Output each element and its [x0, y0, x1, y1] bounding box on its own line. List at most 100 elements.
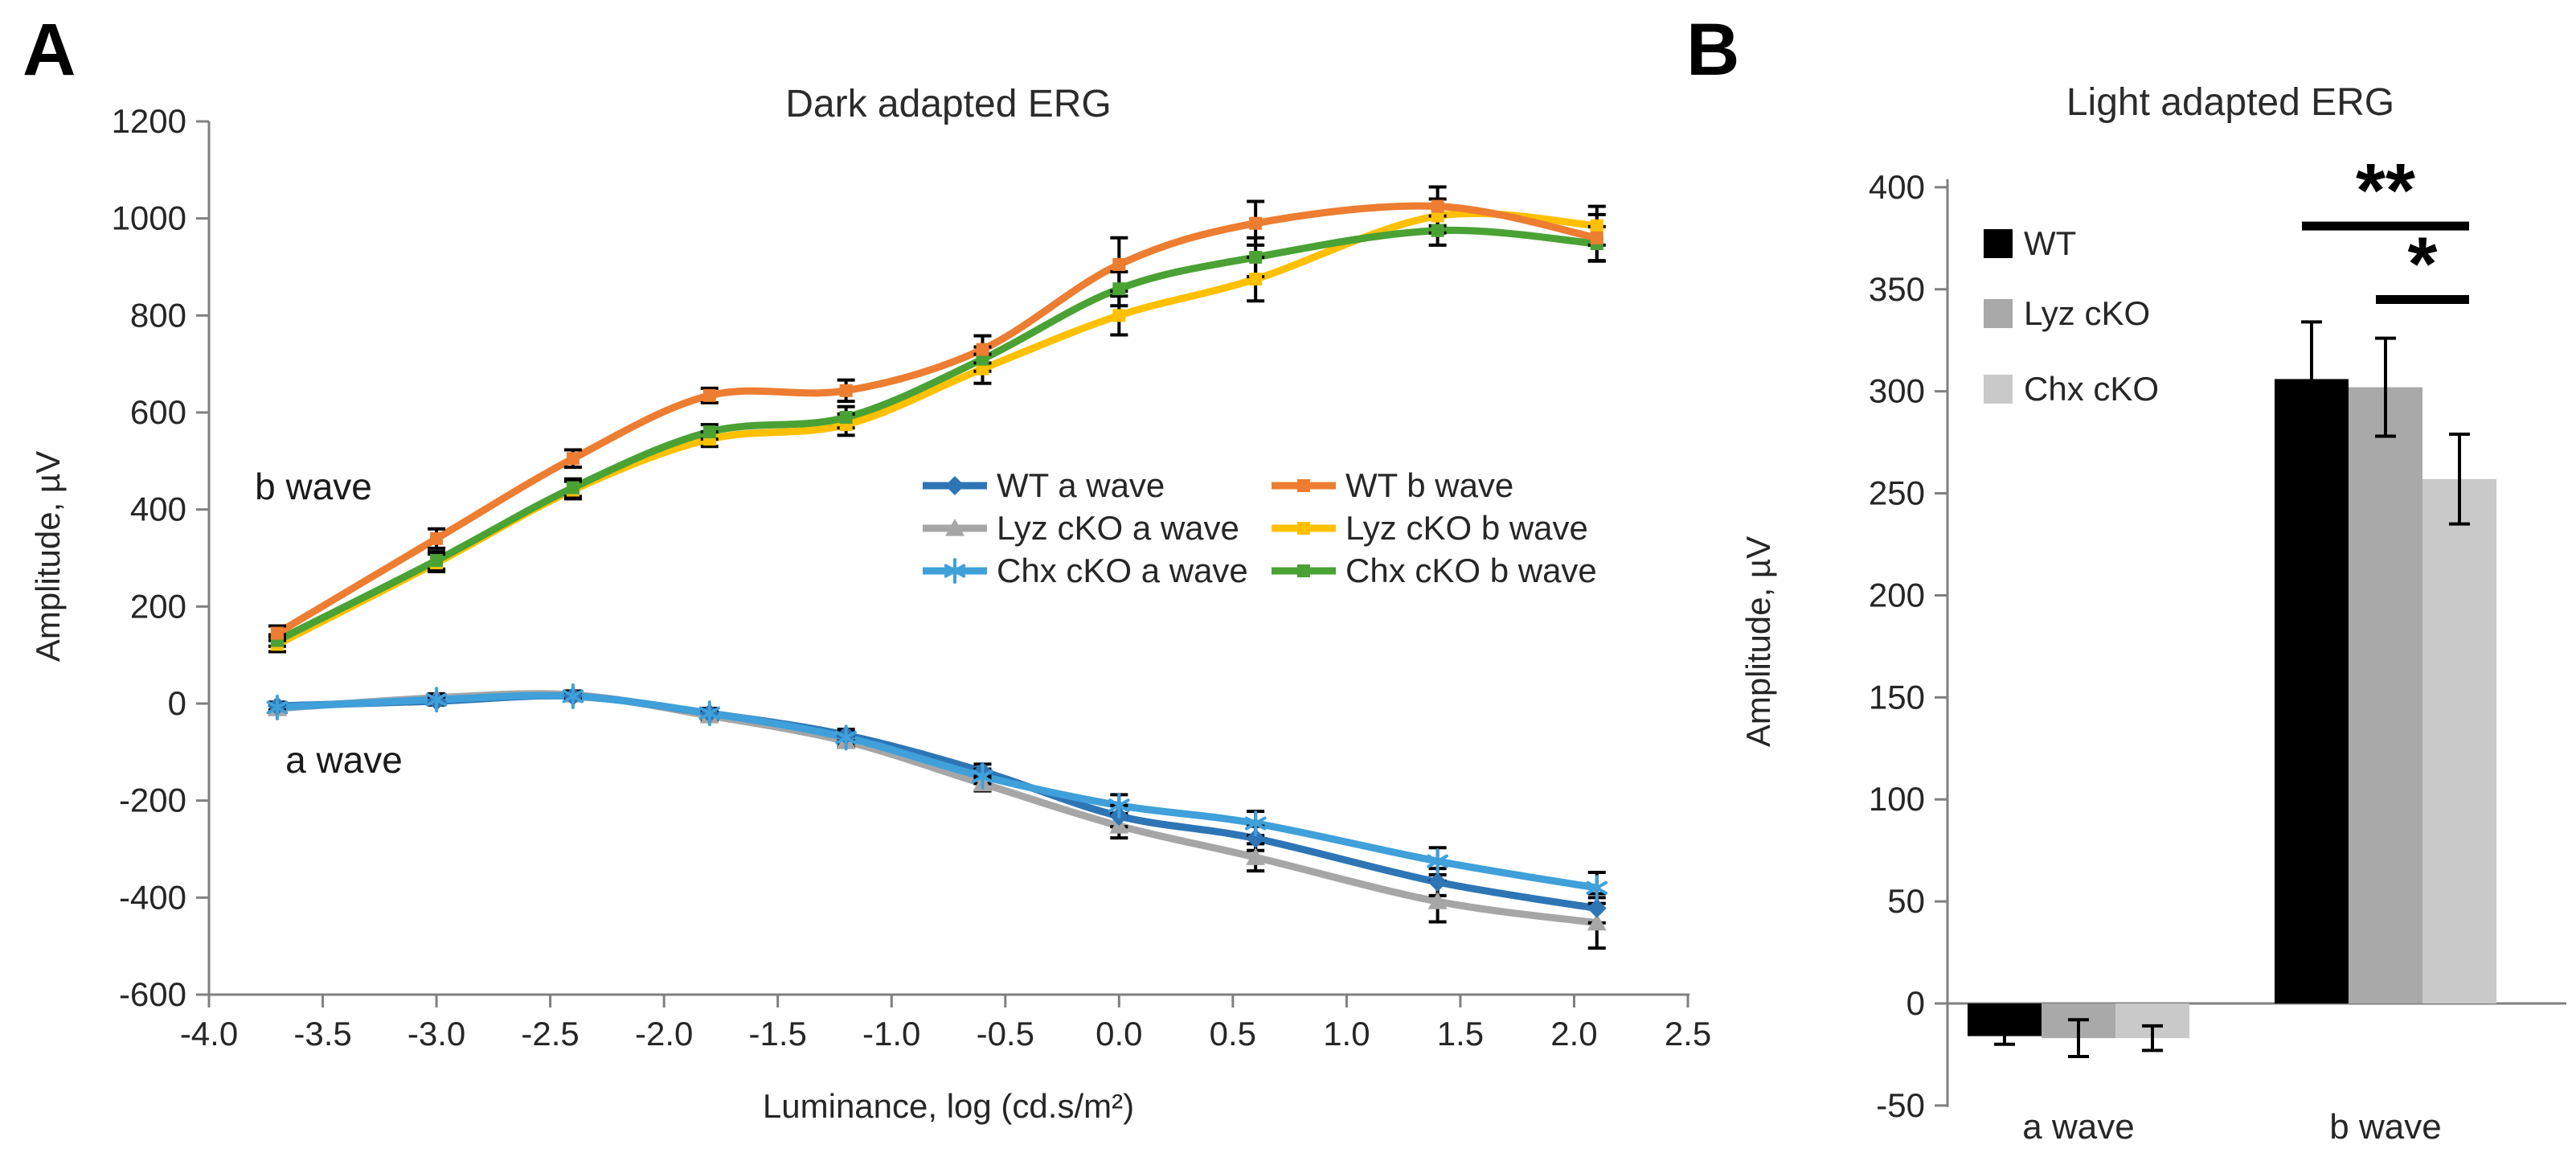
marker-triangle — [1427, 892, 1448, 909]
y-tick-label: 400 — [130, 490, 186, 528]
legend-label: WT a wave — [997, 466, 1165, 504]
marker-asterisk — [562, 683, 584, 709]
marker-square — [1249, 216, 1263, 230]
legend-label: Lyz cKO b wave — [1345, 509, 1588, 547]
y-tick-label: 200 — [1869, 576, 1925, 613]
marker-square — [702, 388, 716, 402]
marker-diamond — [1246, 828, 1266, 848]
bar-Chx-cKO-b-wave — [2422, 478, 2496, 1003]
marker-square — [1112, 257, 1126, 271]
legend-marker — [1297, 479, 1310, 492]
series-line-Chx-cKO-a-wave — [273, 691, 1601, 892]
x-tick-label: -4.0 — [180, 1015, 238, 1053]
y-tick-label: 200 — [130, 587, 186, 625]
marker-square — [1249, 250, 1263, 264]
y-tick-label: 300 — [1869, 372, 1925, 410]
y-tick-label: 0 — [168, 684, 186, 722]
x-tick-label: -3.5 — [293, 1015, 351, 1053]
legend-marker-arm — [944, 564, 966, 578]
light-adapted-yaxis-label: Amplitude, µV — [1739, 536, 1777, 748]
marker-square — [702, 425, 716, 439]
y-tick-label: -400 — [119, 878, 186, 916]
marker-triangle — [1587, 913, 1607, 931]
marker-asterisk-arm — [425, 692, 448, 707]
marker-asterisk — [1108, 792, 1130, 819]
marker-diamond — [1427, 872, 1448, 893]
dark-adapted-xaxis-label: Luminance, log (cd.s/m²) — [762, 1087, 1135, 1125]
marker-square — [976, 362, 989, 375]
series-line-Chx-cKO-b-wave — [273, 226, 1601, 645]
marker-square — [1431, 199, 1444, 213]
y-tick-label: -200 — [119, 782, 186, 819]
marker-asterisk — [835, 724, 857, 751]
marker-asterisk — [1427, 848, 1448, 875]
x-tick-label: -3.0 — [407, 1015, 465, 1053]
legend-marker — [945, 519, 964, 536]
legend-marker — [944, 558, 966, 584]
legend-swatch — [1984, 375, 2013, 404]
y-tick-label: 150 — [1869, 678, 1925, 716]
marker-asterisk-arm — [1586, 880, 1608, 895]
legend-label: Chx cKO — [2024, 370, 2159, 408]
series-line-Lyz-cKO-a-wave — [273, 690, 1601, 927]
marker-square — [566, 452, 579, 466]
x-tick-label: 2.5 — [1665, 1015, 1711, 1053]
marker-asterisk — [1244, 810, 1267, 837]
y-tick-label: -600 — [119, 975, 186, 1013]
y-tick-label: -50 — [1876, 1086, 1925, 1124]
significance-label: * — [2408, 221, 2438, 306]
panel-b-letter: B — [1686, 9, 1740, 91]
marker-square — [1112, 309, 1126, 322]
significance-label: ** — [2356, 148, 2415, 233]
marker-square — [1590, 219, 1603, 232]
marker-asterisk-arm — [972, 769, 993, 784]
marker-asterisk-arm — [266, 700, 289, 715]
legend-swatch — [1984, 299, 2013, 328]
marker-asterisk — [266, 694, 289, 720]
marker-square — [430, 554, 444, 568]
marker-square — [1590, 231, 1603, 244]
marker-asterisk-arm — [562, 689, 584, 704]
marker-square — [976, 352, 989, 366]
y-tick-label: 100 — [1869, 780, 1925, 818]
marker-asterisk — [425, 687, 448, 713]
dark-adapted-yaxis-label: Amplitude, µV — [29, 450, 67, 663]
y-tick-label: 1000 — [112, 199, 186, 237]
x-tick-label: 0.0 — [1096, 1015, 1142, 1053]
bar-WT-b-wave — [2275, 379, 2349, 1003]
marker-square — [976, 343, 989, 356]
x-tick-label: 2.0 — [1550, 1015, 1597, 1053]
y-tick-label: 800 — [130, 296, 186, 334]
x-tick-label: -0.5 — [977, 1015, 1034, 1053]
a-wave-annotation: a wave — [285, 739, 403, 781]
y-tick-label: 400 — [1869, 168, 1925, 206]
legend-marker — [945, 476, 964, 495]
x-tick-label: -1.5 — [749, 1015, 807, 1053]
x-tick-label: -2.5 — [521, 1015, 579, 1053]
b-wave-annotation: b wave — [255, 466, 372, 507]
legend-label: WT — [2024, 224, 2076, 262]
y-tick-label: 250 — [1869, 474, 1925, 512]
marker-square — [1249, 273, 1263, 286]
marker-square — [430, 531, 444, 545]
series-line-WT-a-wave — [273, 691, 1601, 913]
legend-label: Lyz cKO a wave — [997, 509, 1239, 547]
y-tick-label: 50 — [1887, 882, 1925, 920]
legend-label: Chx cKO b wave — [1345, 552, 1597, 589]
marker-square — [566, 481, 579, 494]
marker-asterisk — [698, 700, 721, 727]
bar-Lyz-cKO-b-wave — [2349, 387, 2422, 1003]
marker-square — [1431, 224, 1444, 237]
marker-asterisk-arm — [1108, 798, 1130, 813]
y-tick-label: 350 — [1869, 270, 1925, 308]
legend-label: Chx cKO a wave — [997, 552, 1248, 589]
legend-swatch — [1984, 229, 2013, 258]
marker-asterisk-arm — [1427, 854, 1448, 868]
marker-square — [1431, 209, 1444, 223]
marker-asterisk-arm — [835, 730, 857, 745]
x-tick-label: 0.5 — [1210, 1015, 1256, 1053]
y-tick-label: 1200 — [112, 102, 186, 140]
legend-marker — [1297, 564, 1310, 577]
